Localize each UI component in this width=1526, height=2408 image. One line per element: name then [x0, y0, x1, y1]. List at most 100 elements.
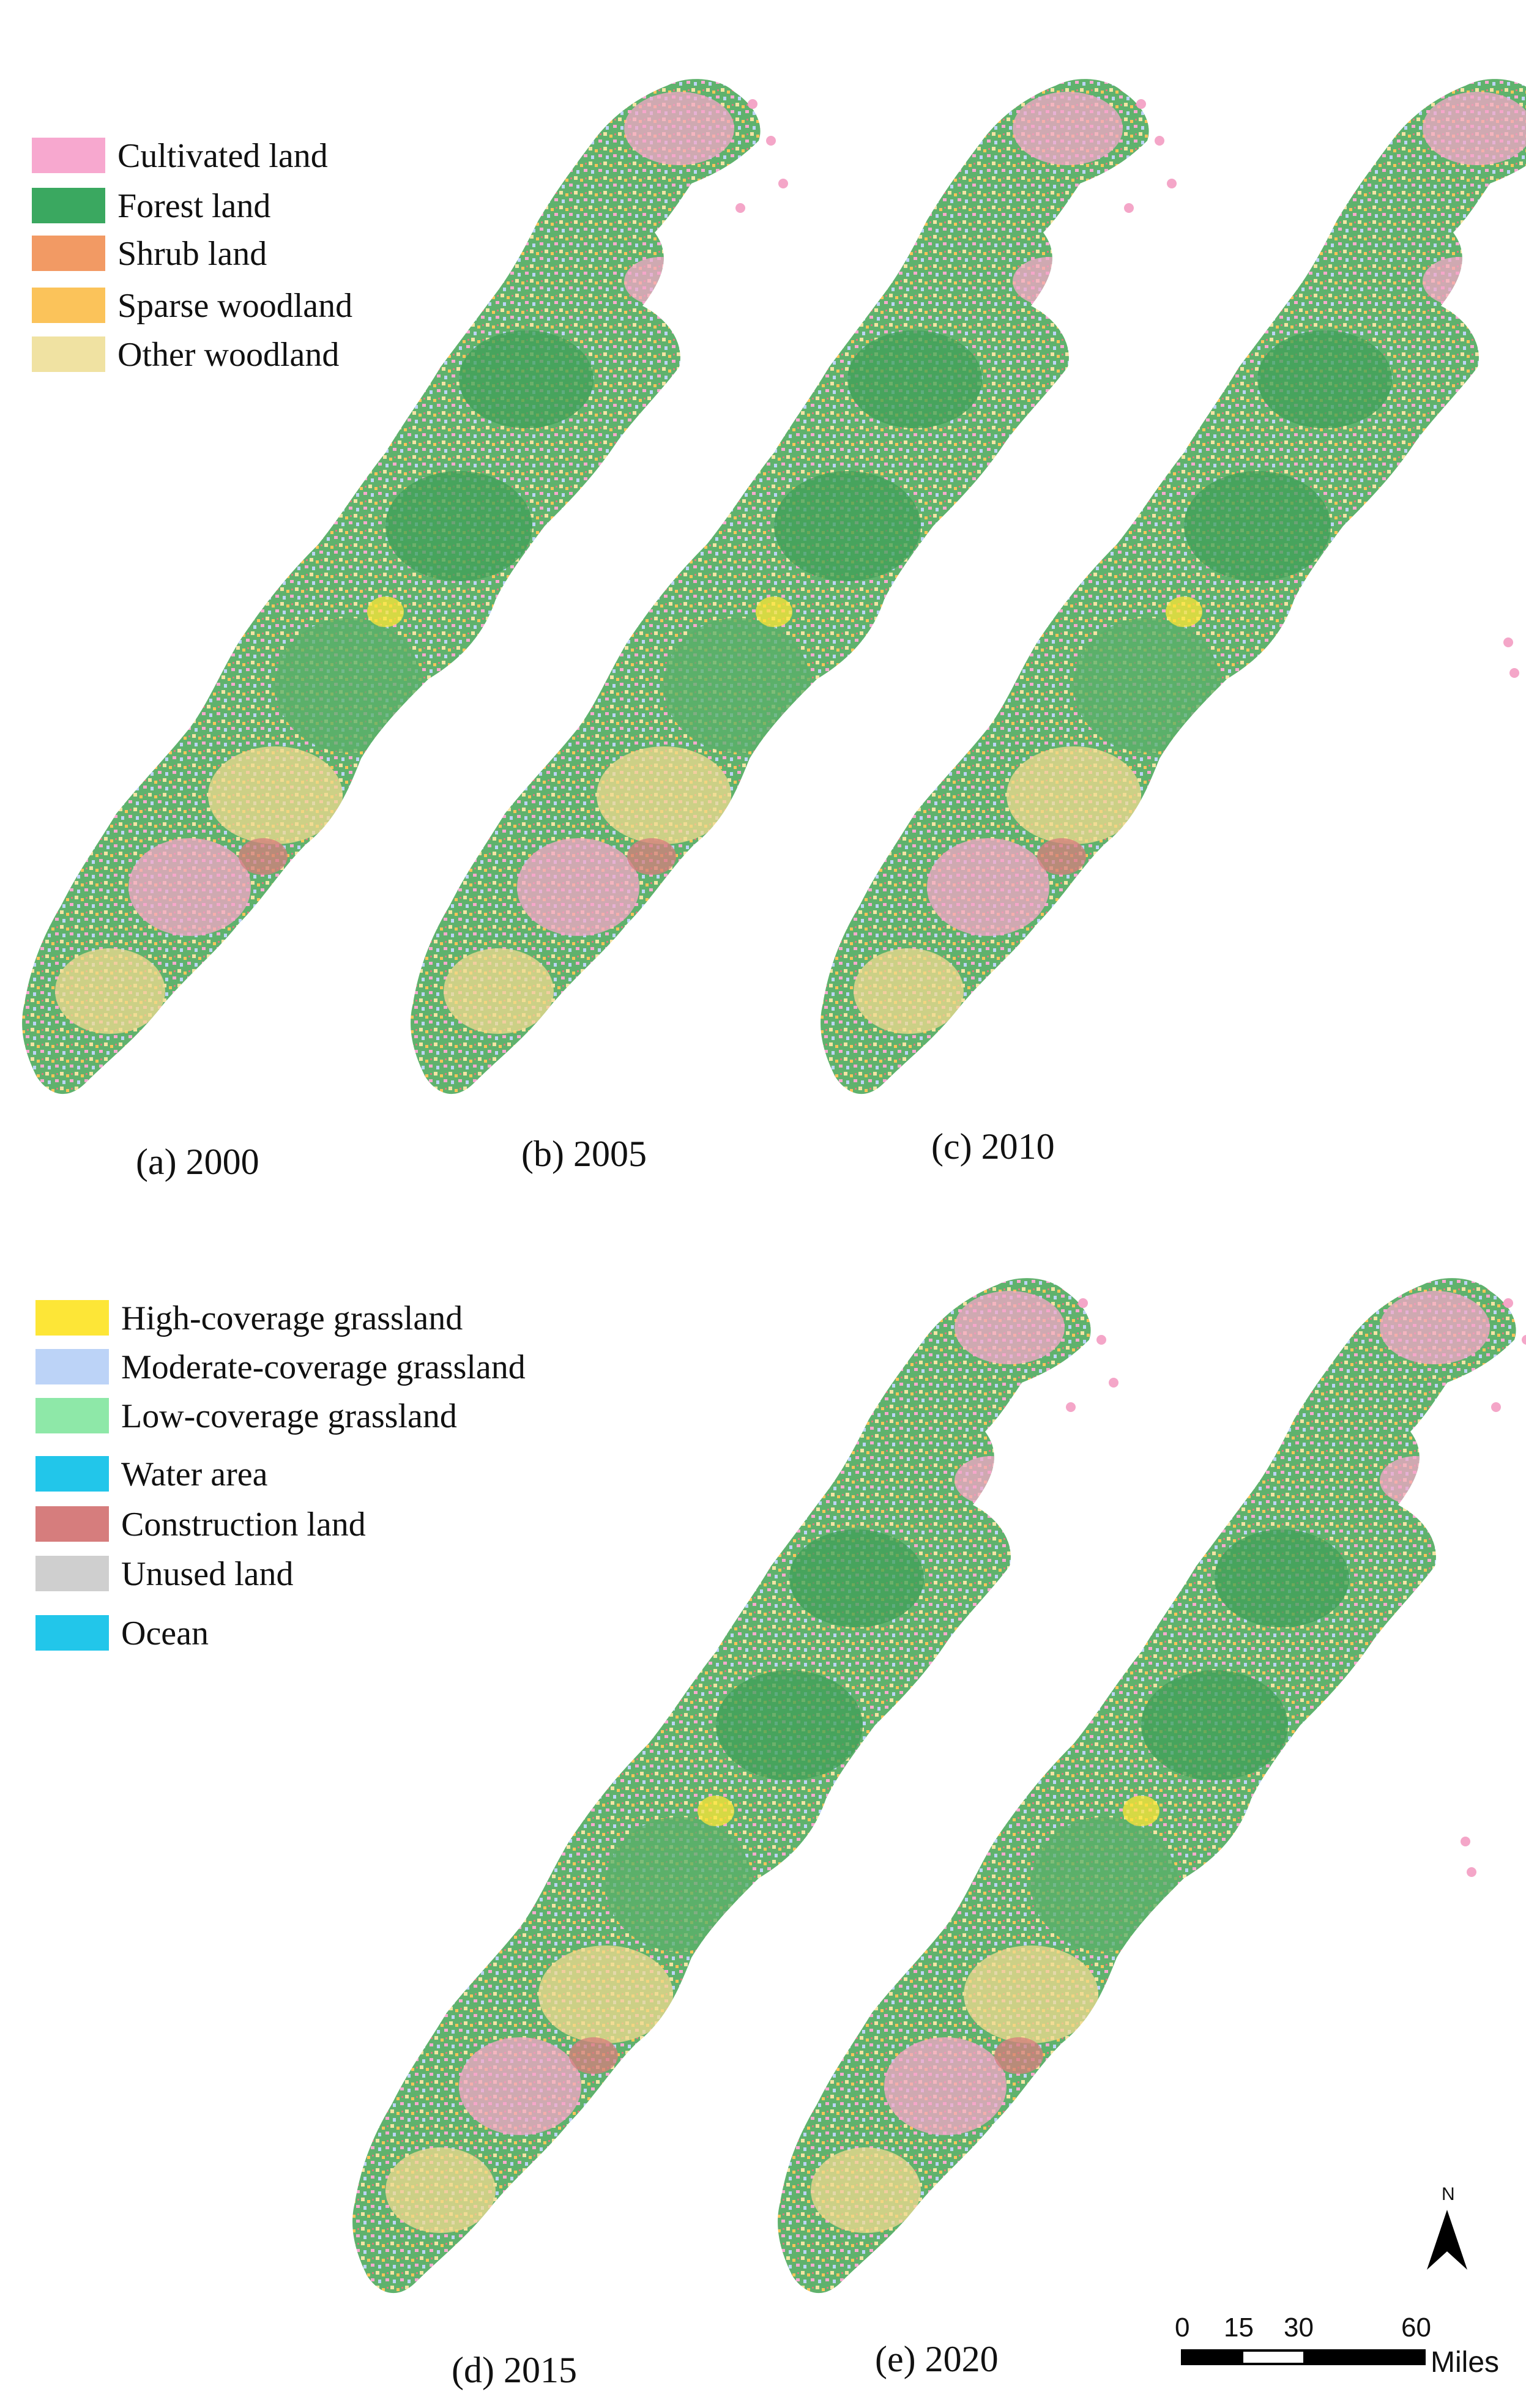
land-patch: [854, 948, 964, 1034]
land-patch: [1184, 471, 1331, 581]
legend-swatch: [32, 188, 105, 223]
land-patch: [128, 838, 251, 936]
land-patch: [1013, 257, 1086, 306]
legend-label: Construction land: [121, 1506, 366, 1544]
land-patch: [716, 1670, 863, 1780]
land-patch: [459, 330, 594, 428]
land-patch: [538, 1945, 673, 2043]
land-patch: [884, 2037, 1007, 2135]
island: [778, 179, 788, 188]
legend-swatch: [35, 1349, 109, 1384]
legend-label: Other woodland: [117, 336, 340, 374]
land-patch: [239, 838, 288, 875]
land-patch: [385, 471, 532, 581]
land-patch: [1215, 1529, 1349, 1627]
island: [1078, 1298, 1088, 1308]
land-patch: [367, 596, 404, 627]
legend-swatch: [35, 1398, 109, 1433]
legend-label: Cultivated land: [117, 137, 328, 175]
land-patch: [1257, 330, 1392, 428]
scale-segment: [1303, 2352, 1423, 2363]
land-patch: [847, 330, 982, 428]
scale-tick-0: 0: [1175, 2313, 1190, 2343]
land-patch: [624, 257, 698, 306]
legend-label: Forest land: [117, 187, 271, 225]
island: [766, 136, 776, 146]
land-patch: [698, 1796, 734, 1826]
legend-label: Moderate-coverage grassland: [121, 1348, 526, 1386]
land-patch: [927, 838, 1049, 936]
land-patch: [606, 1817, 753, 1952]
island: [1467, 1867, 1476, 1877]
north-letter: N: [1442, 2184, 1455, 2204]
land-patch: [569, 2037, 618, 2074]
legend-land-types: Cultivated land Forest land Shrub land S…: [32, 138, 460, 395]
land-patch: [955, 1456, 1028, 1505]
legend-label: Ocean: [121, 1615, 209, 1652]
land-patch: [1380, 1291, 1490, 1364]
island: [1509, 668, 1519, 678]
legend-label: Water area: [121, 1455, 268, 1493]
island: [1136, 99, 1146, 109]
island: [1155, 136, 1164, 146]
map-2010: [821, 79, 1526, 1094]
land-patch: [1141, 1670, 1288, 1780]
legend-swatch: [32, 288, 105, 323]
land-patch: [774, 471, 921, 581]
legend-swatch: [35, 1615, 109, 1651]
legend-label: High-coverage grassland: [121, 1299, 463, 1337]
land-patch: [1037, 838, 1086, 875]
island: [1503, 637, 1513, 647]
island: [735, 203, 745, 213]
land-patch: [1123, 1796, 1159, 1826]
panel-label-c: (c) 2010: [931, 1126, 1055, 1167]
panel-label-b: (b) 2005: [521, 1134, 647, 1174]
legend-swatch: [32, 236, 105, 271]
island: [1066, 1402, 1076, 1412]
land-patch: [1380, 1456, 1453, 1505]
land-patch: [1074, 618, 1221, 752]
legend-grass-water-other: High-coverage grassland Moderate-coverag…: [35, 1300, 647, 1667]
north-arrow-icon: [1427, 2210, 1467, 2270]
island: [1503, 1298, 1513, 1308]
land-patch: [756, 596, 792, 627]
island: [1491, 1402, 1501, 1412]
land-patch: [1423, 257, 1496, 306]
scale-tick-15: 15: [1224, 2313, 1254, 2343]
scale-bar: 0 15 30 60 Miles: [1175, 2313, 1499, 2392]
scale-segment: [1243, 2352, 1303, 2363]
island: [1461, 1837, 1470, 1846]
map-2005: [411, 79, 1177, 1094]
legend-swatch: [35, 1506, 109, 1542]
island: [1109, 1378, 1118, 1388]
legend-label: Low-coverage grassland: [121, 1397, 457, 1435]
land-patch: [789, 1529, 924, 1627]
scale-unit: Miles: [1431, 2346, 1500, 2379]
north-arrow: N: [1420, 2184, 1475, 2276]
scale-segment: [1183, 2352, 1243, 2363]
scale-bar-segments: [1181, 2349, 1426, 2365]
land-patch: [964, 1945, 1098, 2043]
land-patch: [994, 2037, 1043, 2074]
land-patch: [444, 948, 554, 1034]
legend-label: Shrub land: [117, 235, 267, 273]
land-patch: [1013, 92, 1123, 165]
island: [748, 99, 757, 109]
land-patch: [627, 838, 676, 875]
land-patch: [517, 838, 639, 936]
panel-label-a: (a) 2000: [136, 1142, 259, 1182]
land-patch: [1423, 92, 1526, 165]
island: [1167, 179, 1177, 188]
panel-label-d: (d) 2015: [452, 2350, 577, 2390]
legend-swatch: [32, 336, 105, 372]
land-patch: [1007, 746, 1141, 844]
land-patch: [664, 618, 811, 752]
land-patch: [55, 948, 165, 1034]
legend-label: Unused land: [121, 1555, 294, 1593]
map-2015: [352, 1278, 1118, 2294]
legend-label: Sparse woodland: [117, 287, 353, 325]
land-patch: [811, 2147, 921, 2233]
region-shape: [411, 79, 1149, 1094]
land-patch: [1166, 596, 1202, 627]
